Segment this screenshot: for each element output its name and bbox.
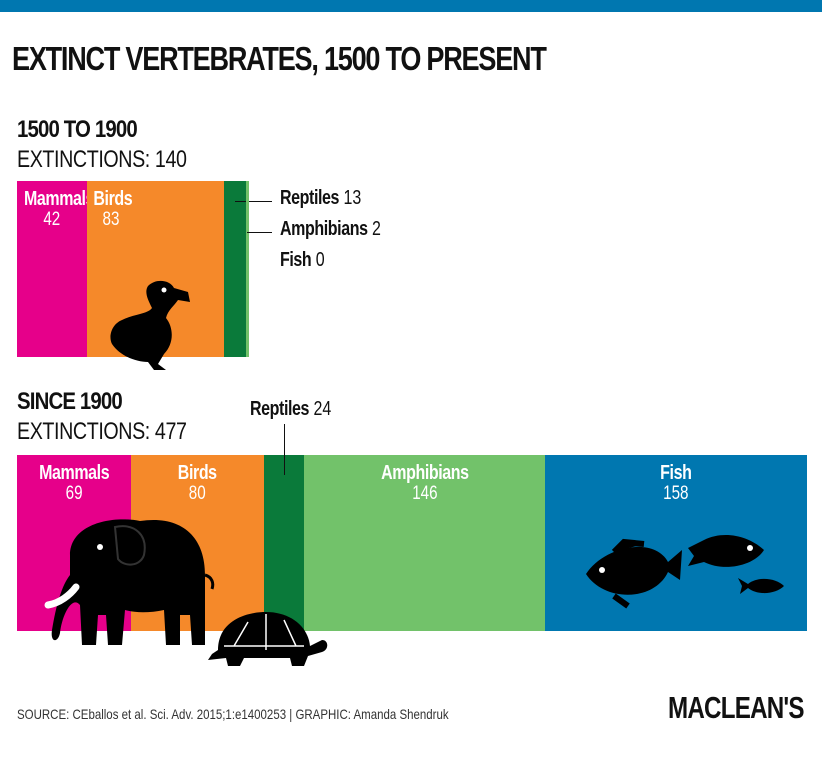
category-value: 42 bbox=[43, 209, 61, 230]
section-subtitle-1500-1900: EXTINCTIONS: 140 bbox=[17, 146, 187, 173]
category-value: 2 bbox=[367, 218, 381, 240]
leader-line-reptiles bbox=[283, 424, 285, 475]
category-value: 24 bbox=[309, 398, 332, 420]
category-value: 69 bbox=[65, 483, 83, 504]
category-name: Birds bbox=[178, 462, 217, 484]
category-value: 158 bbox=[663, 483, 689, 504]
data-label-birds: Birds 83 bbox=[89, 189, 133, 230]
bar-segment-reptiles bbox=[224, 181, 246, 357]
section-title-1500-1900: 1500 TO 1900 bbox=[17, 116, 138, 143]
fish-icon bbox=[586, 535, 784, 609]
category-name: Amphibians bbox=[380, 462, 469, 484]
source-credit: SOURCE: CEballos et al. Sci. Adv. 2015;1… bbox=[17, 706, 449, 722]
data-label-fish: Fish 158 bbox=[545, 463, 807, 504]
category-value: 83 bbox=[102, 209, 119, 230]
bar-segment-amphibians bbox=[303, 455, 546, 631]
data-label-mammals: Mammals 69 bbox=[17, 463, 131, 504]
data-label-mammals: Mammals 42 bbox=[17, 188, 95, 230]
category-name: Fish bbox=[660, 462, 692, 484]
category-name: Amphibians bbox=[280, 218, 368, 240]
category-value: 80 bbox=[189, 483, 206, 504]
category-name: Mammals bbox=[23, 188, 95, 210]
bar-segment-amphibians bbox=[245, 181, 249, 357]
section-title-since-1900: SINCE 1900 bbox=[17, 388, 123, 415]
bar-segment-fish bbox=[545, 455, 807, 631]
data-label-amphibians: Amphibians 146 bbox=[304, 463, 546, 504]
data-label-fish: Fish 0 bbox=[280, 249, 325, 272]
data-label-reptiles: Reptiles 24 bbox=[250, 398, 331, 421]
turtle-icon bbox=[208, 612, 328, 666]
data-label-amphibians: Amphibians 2 bbox=[280, 218, 381, 241]
data-label-reptiles: Reptiles 13 bbox=[280, 187, 361, 210]
macleans-logo: MACLEAN'S bbox=[668, 690, 805, 725]
category-name: Birds bbox=[92, 188, 132, 210]
data-label-birds: Birds 80 bbox=[131, 463, 263, 504]
bar-segment-reptiles bbox=[263, 455, 304, 631]
elephant-icon bbox=[44, 519, 215, 645]
category-value: 146 bbox=[411, 483, 438, 504]
leader-line-amphibians bbox=[247, 232, 272, 233]
bar-segment-mammals bbox=[17, 181, 87, 357]
leader-line-reptiles bbox=[234, 201, 272, 202]
category-value: 13 bbox=[339, 187, 362, 209]
category-name: Fish bbox=[280, 249, 312, 271]
dodo-icon bbox=[110, 280, 190, 370]
category-name: Reptiles bbox=[250, 398, 310, 420]
section-subtitle-since-1900: EXTINCTIONS: 477 bbox=[17, 418, 187, 445]
category-name: Mammals bbox=[39, 462, 110, 484]
page-title: EXTINCT VERTEBRATES, 1500 TO PRESENT bbox=[12, 40, 547, 77]
category-value: 0 bbox=[311, 249, 325, 271]
category-name: Reptiles bbox=[280, 187, 340, 209]
top-bar bbox=[0, 0, 822, 12]
